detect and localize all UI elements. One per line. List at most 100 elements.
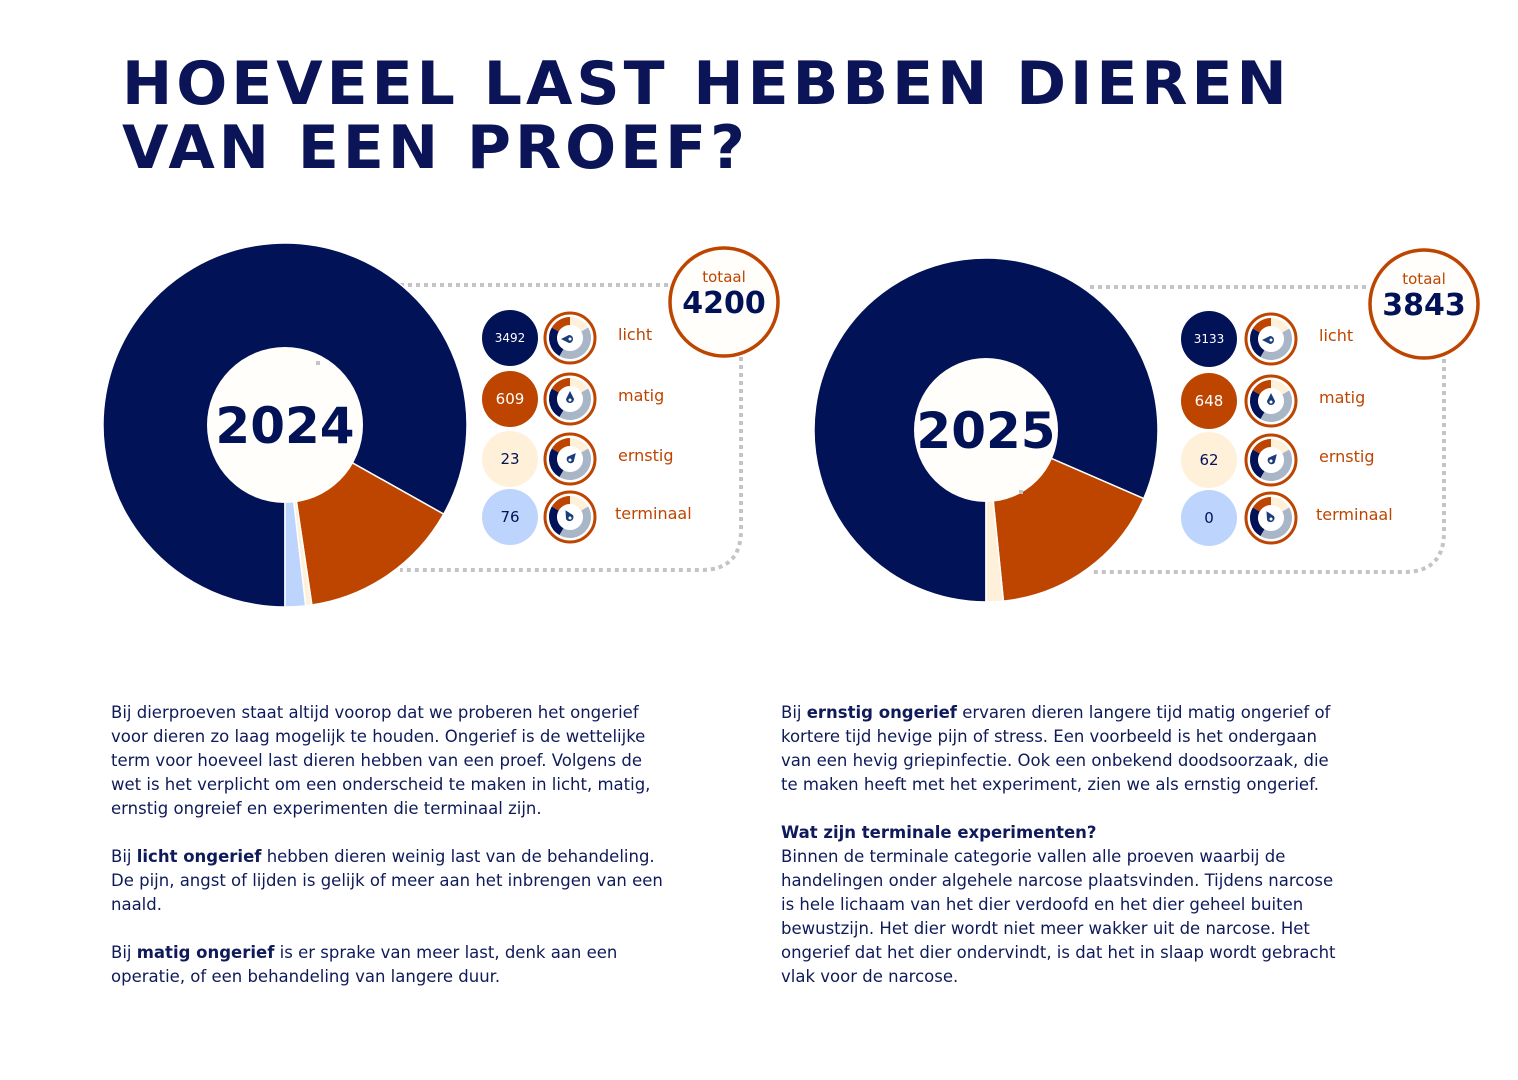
donut-hole — [914, 358, 1058, 502]
legend-value-circle — [1181, 373, 1237, 429]
gauge-segment — [1250, 328, 1265, 358]
legend-label-terminaal: terminaal — [615, 504, 692, 523]
gauge-segment — [549, 327, 564, 357]
gauge-icon — [1244, 312, 1298, 366]
legend-value-circle — [482, 310, 538, 366]
matig-paragraph: Bij matig ongerief is er sprake van meer… — [111, 943, 618, 986]
gauge-segment — [1270, 318, 1290, 333]
legend-label-licht: licht — [1319, 326, 1353, 345]
legend-value: 0 — [1204, 509, 1214, 527]
legend-value-circle — [1181, 432, 1237, 488]
gauge-segment — [551, 496, 571, 511]
ernstig-paragraph: Bij ernstig ongerief ervaren dieren lang… — [781, 703, 1331, 794]
gauge-segment — [1250, 390, 1265, 420]
gauge-needle — [1266, 511, 1275, 523]
legend-label-terminaal: terminaal — [1316, 505, 1393, 524]
connector-dot — [316, 361, 320, 365]
gauge-icon — [543, 490, 597, 544]
gauge-segment — [1260, 390, 1292, 422]
gauge-icon — [543, 311, 597, 365]
gauge-segment — [551, 317, 571, 332]
gauge-segment — [1270, 380, 1290, 395]
text-right: Bij ernstig ongerief ervaren dieren lang… — [781, 701, 1341, 1013]
gauge-segment — [569, 317, 589, 332]
gauge-segment — [569, 496, 589, 511]
dotted-connector — [1090, 285, 1446, 574]
terminal-heading: Wat zijn terminale experimenten? — [781, 823, 1097, 842]
gauge-icon — [1244, 433, 1298, 487]
legend-value-circle — [482, 371, 538, 427]
total-label: totaal — [1402, 270, 1446, 288]
gauge-segment — [1260, 507, 1292, 539]
legend-label-ernstig: ernstig — [618, 446, 674, 465]
legend-value: 3133 — [1194, 332, 1225, 346]
legend-value: 648 — [1195, 392, 1224, 410]
legend-label-licht: licht — [618, 325, 652, 344]
legend-value: 3492 — [495, 331, 526, 345]
legend-value: 23 — [500, 450, 519, 468]
gauge-segment — [551, 378, 571, 393]
gauge-segment — [1252, 318, 1272, 333]
legend-value-circle — [1181, 490, 1237, 546]
text-left: Bij dierproeven staat altijd voorop dat … — [111, 701, 671, 1013]
gauge-segment — [1260, 449, 1292, 481]
gauge-segment — [1250, 449, 1265, 479]
gauge-needle — [565, 510, 574, 522]
donut-hole — [207, 347, 363, 503]
title-line-1: HOEVEEL LAST HEBBEN DIEREN — [122, 49, 1291, 119]
legend-label-ernstig: ernstig — [1319, 447, 1375, 466]
total-circle — [1368, 248, 1480, 360]
gauge-segment — [559, 506, 591, 538]
legend-value: 609 — [496, 390, 525, 408]
gauge-segment — [1250, 507, 1265, 537]
page-title: HOEVEEL LAST HEBBEN DIEREN VAN EEN PROEF… — [122, 52, 1291, 180]
total-circle — [668, 246, 780, 358]
gauge-pivot — [1269, 459, 1273, 463]
gauge-segment — [1252, 380, 1272, 395]
year-label: 2025 — [916, 402, 1055, 460]
gauge-pivot — [568, 337, 572, 341]
gauge-segment — [1260, 328, 1292, 360]
gauge-icon — [1244, 491, 1298, 545]
total-value: 4200 — [682, 286, 766, 321]
legend-value-circle — [482, 431, 538, 487]
gauge-icon — [543, 432, 597, 486]
gauge-pivot — [1269, 338, 1273, 342]
gauge-segment — [549, 506, 564, 536]
gauge-pivot — [568, 398, 572, 402]
legend-value: 76 — [500, 508, 519, 526]
gauge-pivot — [568, 516, 572, 520]
gauge-icon — [1244, 374, 1298, 428]
gauge-segment — [559, 448, 591, 480]
legend-value-circle — [1181, 311, 1237, 367]
gauge-segment — [559, 327, 591, 359]
gauge-needle — [561, 335, 573, 343]
gauge-needle — [566, 391, 574, 403]
gauge-segment — [1252, 439, 1272, 454]
gauge-icon — [543, 372, 597, 426]
gauge-pivot — [568, 458, 572, 462]
gauge-segment — [569, 378, 589, 393]
total-value: 3843 — [1382, 288, 1466, 323]
legend-label-matig: matig — [1319, 388, 1365, 407]
legend-label-matig: matig — [618, 386, 664, 405]
connector-dot — [1019, 490, 1023, 494]
gauge-segment — [549, 388, 564, 418]
gauge-segment — [549, 448, 564, 478]
title-line-2: VAN EEN PROEF? — [122, 113, 749, 183]
gauge-segment — [1270, 497, 1290, 512]
terminal-paragraph: Binnen de terminale categorie vallen all… — [781, 847, 1336, 986]
licht-paragraph: Bij licht ongerief hebben dieren weinig … — [111, 847, 663, 914]
legend-value: 62 — [1199, 451, 1218, 469]
legend-value-circle — [482, 489, 538, 545]
dotted-connector — [400, 283, 743, 572]
gauge-segment — [559, 388, 591, 420]
gauge-pivot — [1269, 517, 1273, 521]
gauge-needle — [1262, 336, 1274, 344]
gauge-pivot — [1269, 400, 1273, 404]
gauge-segment — [1270, 439, 1290, 454]
gauge-needle — [1267, 393, 1275, 405]
